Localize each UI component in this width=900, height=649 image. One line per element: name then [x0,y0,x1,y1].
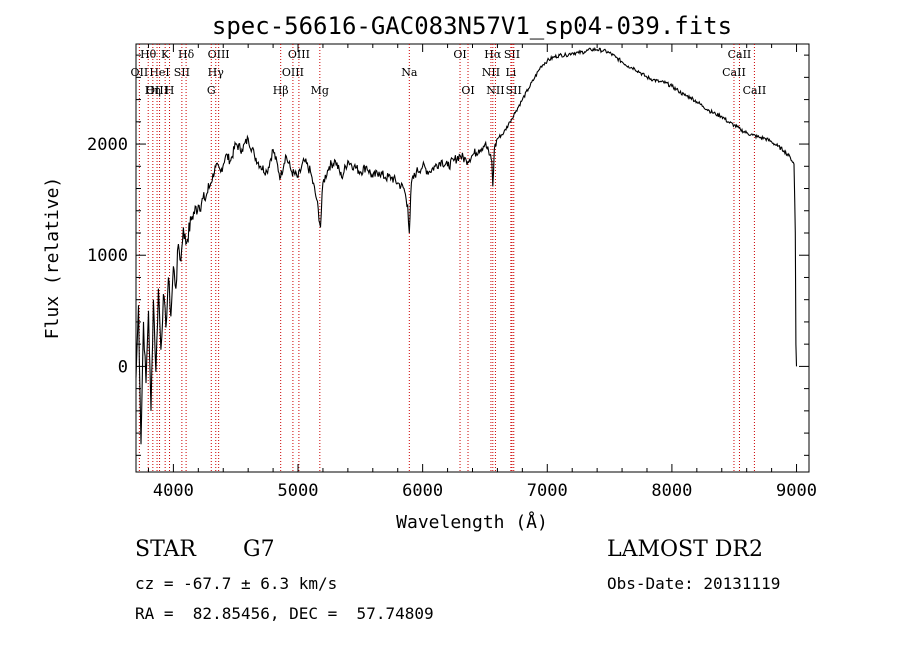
axis-ticks: 4000 5000 6000 7000 8000 9000 0 1000 2000 [87,44,817,501]
line-mark-label-25: NII [486,84,504,97]
line-mark-label-1: K [161,48,170,61]
line-mark-label-10: HeI [149,66,169,79]
line-mark-label-14: Na [401,66,418,79]
line-mark-label-12: Hγ [208,66,225,79]
line-mark-label-22: Hβ [273,84,289,97]
line-mark-label-23: Mg [311,84,329,97]
line-mark-label-17: CaII [722,66,746,79]
x-tick-label: 5000 [278,481,319,501]
redshift-text: cz = -67.7 ± 6.3 km/s [135,574,338,593]
line-mark-label-24: OI [461,84,474,97]
x-tick-label: 8000 [651,481,692,501]
coordinates: RA = 82.85456, DEC = 57.74809 [135,604,434,623]
object-subclass: G7 [243,537,275,562]
obs-date: Obs-Date: 20131119 [607,574,781,593]
survey-name: LAMOST DR2 [607,537,763,562]
line-mark-label-27: CaII [743,84,767,97]
line-mark-label-2: Hδ [178,48,195,61]
line-mark-label-5: OI [453,48,466,61]
line-mark-label-18: OIII [146,84,168,97]
spectrum-line [135,46,798,445]
line-mark-label-16: Li [505,66,516,79]
object-class: STAR [135,537,196,562]
x-tick-label: 7000 [527,481,568,501]
line-mark-label-19: Hη [145,84,161,97]
line-mark-label-6: Hα [484,48,502,61]
x-axis-label: Wavelength (Å) [396,511,548,533]
y-tick-label: 1000 [87,246,128,266]
chart-title: spec-56616-GAC083N57V1_sp04-039.fits [212,12,732,40]
line-mark-label-13: OIII [282,66,304,79]
y-tick-label: 0 [118,357,128,377]
x-tick-label: 4000 [153,481,194,501]
line-mark-label-9: OII [131,66,149,79]
line-mark-label-4: OIII [288,48,310,61]
line-mark-label-11: SII [174,66,190,79]
line-mark-label-8: CaII [728,48,752,61]
x-tick-label: 6000 [402,481,443,501]
y-tick-label: 2000 [87,135,128,155]
line-mark-label-7: SII [504,48,520,61]
line-mark-label-26: SII [506,84,522,97]
y-axis-label: Flux (relative) [42,177,63,340]
line-mark-label-15: NII [482,66,500,79]
plot-frame [135,43,810,473]
line-mark-label-20: H [165,84,175,97]
line-mark-label-3: OIII [208,48,230,61]
line-mark-label-0: Hθ [140,48,157,61]
x-tick-label: 9000 [776,481,817,501]
line-mark-label-21: G [207,84,216,97]
